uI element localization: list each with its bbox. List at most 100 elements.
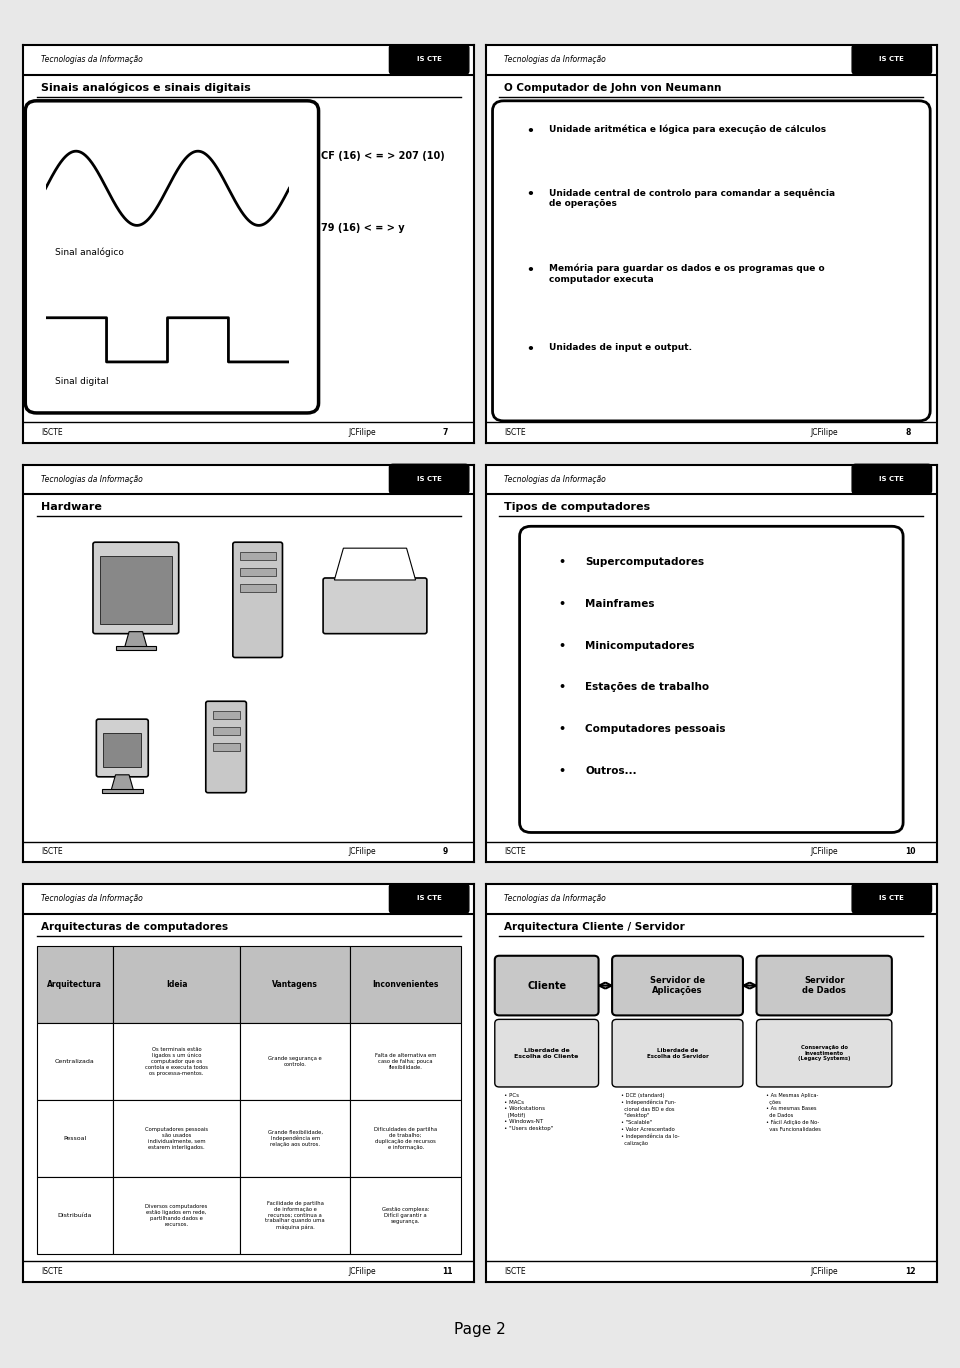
Polygon shape	[111, 774, 133, 791]
Bar	[103, 733, 141, 767]
Text: JCFilipe: JCFilipe	[348, 1267, 375, 1275]
FancyBboxPatch shape	[852, 884, 931, 914]
Bar	[212, 711, 240, 720]
Bar	[240, 568, 276, 576]
Text: • PCs
• MACs
• Workstations
  (Motif)
• Windows-NT
• "Users desktop": • PCs • MACs • Workstations (Motif) • Wi…	[504, 1093, 553, 1131]
Text: Conservação do
Investimento
(Legacy Systems): Conservação do Investimento (Legacy Syst…	[798, 1045, 851, 1062]
Text: Liberdade de
Escolha do Servidor: Liberdade de Escolha do Servidor	[647, 1048, 708, 1059]
Text: IS CTE: IS CTE	[879, 896, 904, 902]
Text: O Computador de John von Neumann: O Computador de John von Neumann	[504, 83, 721, 93]
Text: Minicomputadores: Minicomputadores	[585, 640, 694, 651]
Text: Sinais analógicos e sinais digitais: Sinais analógicos e sinais digitais	[41, 83, 251, 93]
Bar	[36, 1100, 113, 1176]
Text: IS CTE: IS CTE	[417, 476, 442, 482]
Bar	[113, 945, 240, 1023]
Bar	[350, 1176, 461, 1254]
Text: Tecnologias da Informação: Tecnologias da Informação	[504, 55, 606, 64]
Text: Diversos computadores
estão ligados em rede,
partilhando dados e
recursos.: Diversos computadores estão ligados em r…	[145, 1204, 207, 1227]
Text: •: •	[558, 683, 565, 692]
Text: Tecnologias da Informação: Tecnologias da Informação	[504, 895, 606, 903]
Polygon shape	[125, 632, 147, 647]
Text: Supercomputadores: Supercomputadores	[585, 557, 704, 568]
Text: ISCTE: ISCTE	[41, 1267, 62, 1275]
Text: Outros...: Outros...	[585, 766, 636, 776]
Text: Estações de trabalho: Estações de trabalho	[585, 683, 709, 692]
Bar	[102, 789, 143, 792]
Text: Unidade aritmética e lógica para execução de cálculos: Unidade aritmética e lógica para execuçã…	[549, 124, 826, 134]
Text: 10: 10	[905, 847, 916, 856]
Text: Liberdade de
Escolha do Cliente: Liberdade de Escolha do Cliente	[515, 1048, 579, 1059]
Text: Inconvenientes: Inconvenientes	[372, 979, 439, 989]
Text: Unidades de input e output.: Unidades de input e output.	[549, 343, 692, 353]
Text: Computadores pessoais: Computadores pessoais	[585, 724, 726, 735]
Text: ISCTE: ISCTE	[504, 1267, 525, 1275]
Bar	[100, 557, 172, 624]
FancyBboxPatch shape	[612, 1019, 743, 1088]
Text: Pessoal: Pessoal	[63, 1135, 86, 1141]
FancyBboxPatch shape	[756, 956, 892, 1015]
Text: Arquitecturas de computadores: Arquitecturas de computadores	[41, 922, 228, 932]
FancyBboxPatch shape	[852, 464, 931, 494]
Text: CF (16) < = > 207 (10): CF (16) < = > 207 (10)	[321, 152, 444, 161]
Polygon shape	[334, 549, 416, 580]
Bar	[350, 945, 461, 1023]
Text: Tecnologias da Informação: Tecnologias da Informação	[41, 475, 143, 484]
FancyBboxPatch shape	[852, 45, 931, 74]
Text: Ideia: Ideia	[166, 979, 187, 989]
Text: Tecnologias da Informação: Tecnologias da Informação	[504, 475, 606, 484]
Text: Computadores pessoais
são usados
individualmente, sem
estarem interligados.: Computadores pessoais são usados individ…	[145, 1127, 208, 1149]
Text: 7: 7	[443, 428, 448, 436]
Text: Dificuldades de partilha
de trabalho;
duplicação de recursos
e informação.: Dificuldades de partilha de trabalho; du…	[374, 1127, 437, 1149]
FancyBboxPatch shape	[93, 542, 179, 633]
Bar	[240, 584, 276, 592]
FancyBboxPatch shape	[492, 101, 930, 421]
Text: Unidade central de controlo para comandar a sequência
de operações: Unidade central de controlo para comanda…	[549, 189, 835, 208]
Text: Facilidade de partilha
de informação e
recursos; continua a
trabalhar quando uma: Facilidade de partilha de informação e r…	[266, 1201, 325, 1230]
Text: • DCE (standard)
• Independência Fun-
  cional das BD e dos
  "desktop"
• "Scala: • DCE (standard) • Independência Fun- ci…	[621, 1093, 680, 1145]
Text: JCFilipe: JCFilipe	[810, 1267, 838, 1275]
FancyBboxPatch shape	[25, 101, 319, 413]
Text: Distribuída: Distribuída	[58, 1213, 92, 1218]
Bar	[36, 1176, 113, 1254]
FancyBboxPatch shape	[205, 702, 247, 792]
Bar	[36, 945, 113, 1023]
FancyBboxPatch shape	[390, 464, 468, 494]
Text: •: •	[558, 766, 565, 776]
Bar	[212, 743, 240, 751]
Text: Sinal digital: Sinal digital	[55, 378, 108, 386]
FancyBboxPatch shape	[233, 542, 282, 658]
Bar	[212, 728, 240, 735]
FancyBboxPatch shape	[494, 1019, 599, 1088]
Text: Sinal analógico: Sinal analógico	[55, 248, 124, 257]
Bar	[350, 1100, 461, 1176]
FancyBboxPatch shape	[96, 720, 148, 777]
Text: ISCTE: ISCTE	[41, 847, 62, 856]
Text: Tipos de computadores: Tipos de computadores	[504, 502, 650, 513]
Text: IS CTE: IS CTE	[417, 56, 442, 63]
Text: IS CTE: IS CTE	[879, 56, 904, 63]
Bar	[113, 1023, 240, 1100]
Text: •: •	[558, 599, 565, 609]
Text: 11: 11	[443, 1267, 453, 1275]
Bar	[240, 553, 276, 560]
FancyBboxPatch shape	[390, 884, 468, 914]
Text: Grande segurança e
controlo.: Grande segurança e controlo.	[269, 1056, 323, 1067]
Text: Arquitectura: Arquitectura	[47, 979, 102, 989]
Bar	[240, 1023, 350, 1100]
Text: 8: 8	[905, 428, 911, 436]
Text: •: •	[526, 189, 535, 201]
Bar	[350, 1023, 461, 1100]
FancyBboxPatch shape	[519, 527, 903, 833]
Text: 9: 9	[443, 847, 448, 856]
Text: IS CTE: IS CTE	[879, 476, 904, 482]
Text: •: •	[526, 124, 535, 138]
Text: Os terminais estão
ligados s um único
computador que os
contola e executa todos
: Os terminais estão ligados s um único co…	[145, 1047, 208, 1075]
Text: Grande flexibilidade,
Independência em
relação aos outros.: Grande flexibilidade, Independência em r…	[268, 1130, 323, 1146]
FancyBboxPatch shape	[390, 45, 468, 74]
Text: Cliente: Cliente	[527, 981, 566, 990]
Text: 79 (16) < = > y: 79 (16) < = > y	[321, 223, 404, 233]
Text: ISCTE: ISCTE	[41, 428, 62, 436]
Text: Servidor de
Aplicações: Servidor de Aplicações	[650, 975, 705, 996]
Text: Servidor
de Dados: Servidor de Dados	[803, 975, 846, 996]
Text: •: •	[558, 724, 565, 735]
